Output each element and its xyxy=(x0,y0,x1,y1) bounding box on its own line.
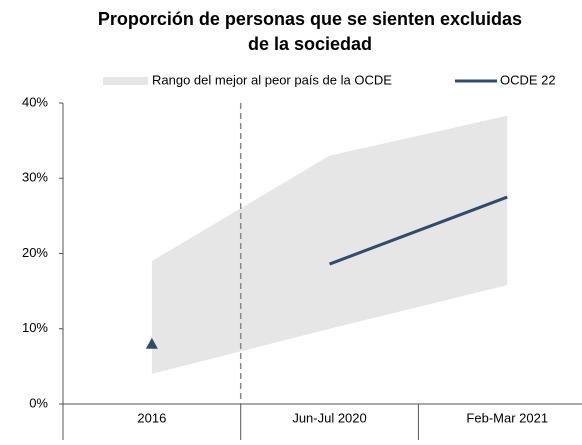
y-tick-label: 30% xyxy=(22,170,48,185)
y-tick-label: 10% xyxy=(22,320,48,335)
chart-title: de la sociedad xyxy=(248,34,372,54)
y-tick-label: 0% xyxy=(29,395,48,410)
chart-title: Proporción de personas que se sienten ex… xyxy=(98,9,522,29)
x-tick-label: Feb-Mar 2021 xyxy=(466,410,548,425)
legend-label: OCDE 22 xyxy=(500,72,556,87)
y-tick-label: 20% xyxy=(22,245,48,260)
legend-label: Rango del mejor al peor país de la OCDE xyxy=(152,72,392,87)
y-tick-label: 40% xyxy=(22,94,48,109)
series-marker xyxy=(145,337,158,349)
range-area xyxy=(151,115,508,374)
series-line xyxy=(329,195,508,266)
legend-swatch xyxy=(103,77,148,85)
x-tick-label: 2016 xyxy=(137,410,166,425)
x-tick-label: Jun-Jul 2020 xyxy=(292,410,366,425)
